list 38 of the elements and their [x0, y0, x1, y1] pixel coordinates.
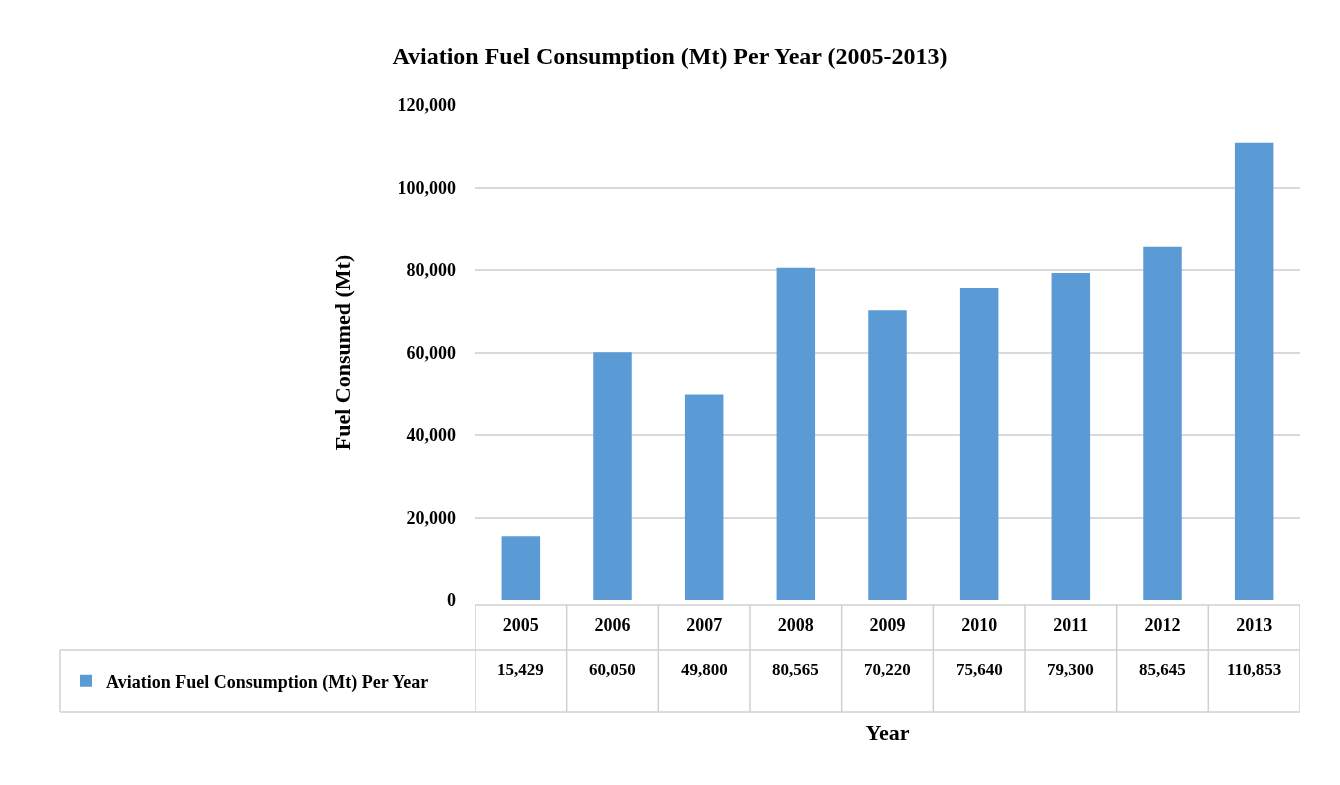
- x-tick-label: 2009: [869, 615, 906, 635]
- legend-label: Aviation Fuel Consumption (Mt) Per Year: [106, 671, 429, 693]
- data-label: 85,645: [1139, 660, 1186, 679]
- x-tick-label: 2010: [961, 615, 998, 635]
- x-tick-label: 2013: [1236, 615, 1273, 635]
- y-tick-label: 100,000: [397, 177, 456, 198]
- y-tick-label: 20,000: [406, 507, 456, 528]
- data-label: 15,429: [497, 660, 544, 679]
- bar: [868, 310, 907, 600]
- y-tick-label: 80,000: [406, 260, 456, 281]
- bar: [501, 536, 541, 600]
- data-label: 70,220: [864, 660, 911, 679]
- data-label: 110,853: [1227, 660, 1282, 679]
- y-tick-label: 60,000: [406, 342, 456, 363]
- y-axis-title: Fuel Consumed (Mt): [330, 254, 356, 451]
- x-tick-label: 2005: [502, 615, 539, 635]
- data-label: 80,565: [772, 660, 819, 679]
- data-label: 60,050: [589, 660, 636, 679]
- data-label: 79,300: [1047, 660, 1094, 679]
- bar: [1143, 246, 1182, 600]
- bar: [959, 287, 999, 600]
- x-tick-label: 2007: [686, 615, 723, 635]
- x-axis-title: Year: [865, 719, 910, 745]
- y-tick-label: 0: [447, 590, 456, 611]
- bar: [684, 394, 724, 600]
- x-tick-label: 2008: [777, 615, 814, 635]
- data-label: 49,800: [681, 660, 728, 679]
- bar: [776, 267, 816, 600]
- x-tick-label: 2011: [1053, 615, 1089, 635]
- chart-title: Aviation Fuel Consumption (Mt) Per Year (2005-2013): [392, 42, 948, 69]
- y-tick-label: 120,000: [397, 95, 456, 116]
- bar: [1051, 272, 1091, 600]
- y-tick-label: 40,000: [406, 425, 456, 446]
- data-label: 75,640: [956, 660, 1003, 679]
- bar: [593, 352, 632, 600]
- x-tick-label: 2012: [1144, 615, 1181, 635]
- x-tick-label: 2006: [594, 615, 631, 635]
- bar: [1234, 142, 1274, 600]
